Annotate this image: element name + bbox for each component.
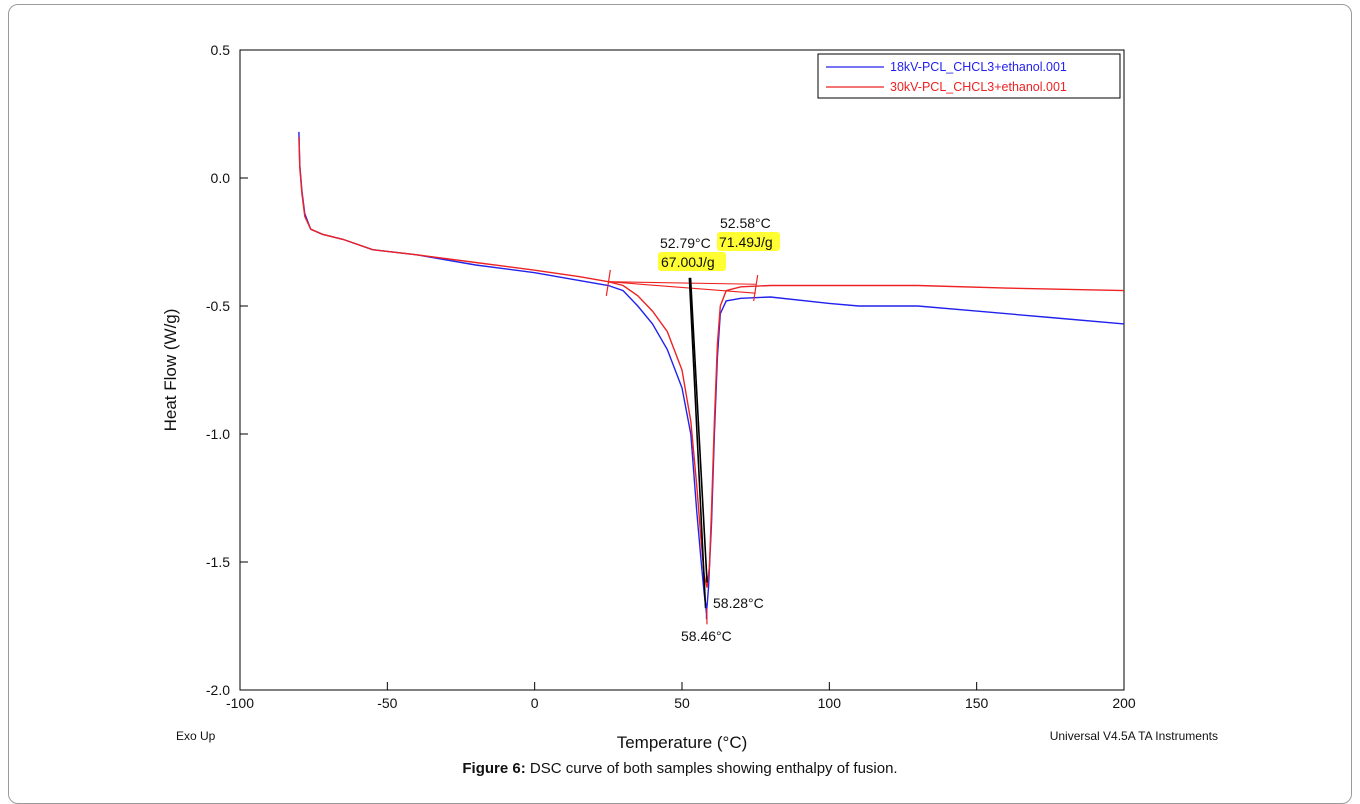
caption-label: Figure 6: (462, 760, 526, 777)
exo-up-note: Exo Up (176, 729, 216, 743)
dsc-chart: -100 -50 0 50 100 150 200 0.5 0.0 -0.5 -1.0 -1.5 -2.… (161, 42, 1218, 752)
instrument-note: Universal V4.5A TA Instruments (1050, 729, 1218, 743)
integration-limit-tick (605, 269, 611, 297)
x-axis-title: Temperature (°C) (617, 733, 748, 752)
integration-baseline (608, 281, 756, 294)
onset-tangent-line (689, 277, 708, 583)
axis-ticks: -100 -50 0 50 100 150 200 0.5 0.0 -0.5 -1.0 -1.5 -2.… (206, 42, 1136, 711)
chart-marks (298, 131, 1125, 625)
y-tick-label: -0.5 (206, 298, 230, 314)
caption-text: DSC curve of both samples showing enthal… (525, 760, 898, 777)
onset-18kv-temp-label: 52.79°C (660, 235, 711, 251)
enthalpy-30kv-highlight (717, 232, 780, 251)
enthalpy-18kv-highlight (658, 252, 726, 271)
figure-caption: Figure 6: DSC curve of both samples show… (0, 760, 1360, 777)
y-tick-label: 0.5 (211, 42, 231, 58)
y-tick-label: -1.0 (206, 426, 230, 442)
legend-box (817, 53, 1121, 99)
x-tick-label: -100 (226, 695, 254, 711)
series-line-18kv (298, 131, 1125, 614)
annotations: 52.58°C 71.49J/g 52.79°C 67.00J/g 58.28°… (658, 215, 780, 644)
y-tick-label: 0.0 (211, 170, 231, 186)
x-tick-label: 0 (531, 695, 539, 711)
x-tick-label: 200 (1112, 695, 1136, 711)
integration-limit-tick (753, 274, 759, 302)
y-tick-label: -1.5 (206, 554, 230, 570)
integration-baseline (608, 281, 756, 285)
y-tick-label: -2.0 (206, 682, 230, 698)
x-tick-label: 150 (965, 695, 989, 711)
x-tick-label: 100 (818, 695, 842, 711)
enthalpy-18kv-label: 67.00J/g (661, 254, 715, 270)
peak-18kv-label: 58.28°C (713, 595, 764, 611)
onset-30kv-temp-label: 52.58°C (720, 215, 771, 231)
series-line-30kv (298, 136, 1125, 588)
legend-label-30kv: 30kV-PCL_CHCL3+ethanol.001 (890, 80, 1067, 94)
legend-label-18kv: 18kV-PCL_CHCL3+ethanol.001 (890, 60, 1067, 74)
onset-tangent-line (688, 277, 707, 609)
enthalpy-30kv-label: 71.49J/g (719, 234, 773, 250)
x-tick-label: 50 (674, 695, 690, 711)
legend: 18kV-PCL_CHCL3+ethanol.001 30kV-PCL_CHCL… (817, 53, 1121, 99)
y-axis-title: Heat Flow (W/g) (161, 309, 180, 432)
x-tick-label: -50 (377, 695, 397, 711)
peak-30kv-label: 58.46°C (681, 628, 732, 644)
